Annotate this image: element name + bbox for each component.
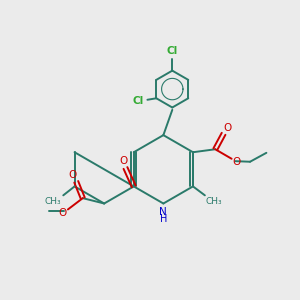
Text: Cl: Cl xyxy=(132,96,143,106)
Text: O: O xyxy=(120,156,128,167)
Text: Cl: Cl xyxy=(167,46,178,56)
Text: N: N xyxy=(160,207,167,217)
Text: CH₃: CH₃ xyxy=(45,197,62,206)
Text: CH₃: CH₃ xyxy=(206,197,222,206)
Text: O: O xyxy=(232,157,240,167)
Text: O: O xyxy=(223,124,231,134)
Text: H: H xyxy=(160,214,167,224)
Text: O: O xyxy=(68,170,77,180)
Text: O: O xyxy=(58,208,67,218)
